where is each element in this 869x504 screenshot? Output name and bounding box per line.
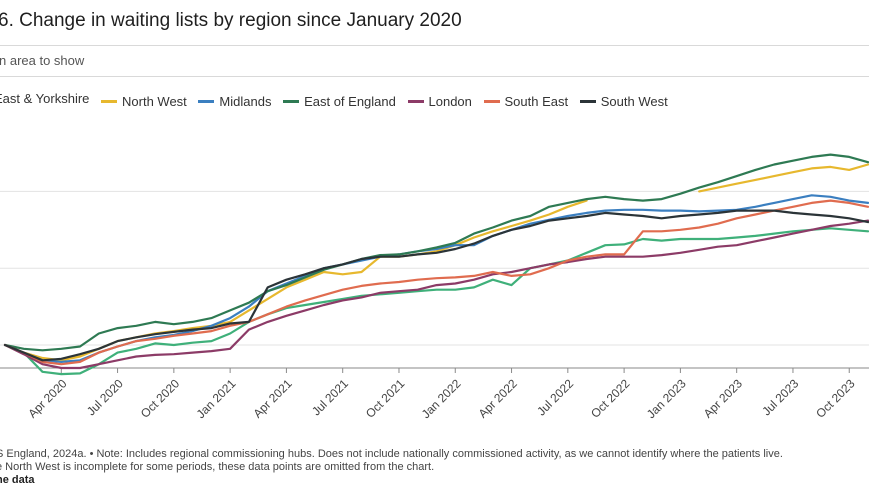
series-line-south-west[interactable] (3, 209, 869, 362)
legend-item-midlands[interactable]: Midlands (198, 94, 271, 109)
legend-item-ney[interactable]: East & Yorkshire (0, 91, 89, 106)
legend-label: North West (122, 94, 187, 109)
legend-swatch: East & Yorkshire (0, 91, 90, 106)
legend-label: London (428, 94, 472, 109)
x-tick-label: Jul 2021 (309, 376, 351, 418)
x-tick-label: Jan 2023 (644, 376, 689, 421)
legend-label: Midlands (219, 94, 272, 109)
legend-item-south-east[interactable]: South East (483, 94, 569, 109)
data-note: e North West is incomplete for some peri… (0, 461, 435, 473)
series-line-east-yorkshire[interactable] (3, 227, 869, 376)
legend-label: South West (600, 94, 668, 109)
legend-label: East of England (304, 94, 396, 109)
source-note: S England, 2024a. • Note: Includes regio… (0, 448, 783, 460)
x-tick-label: Apr 2022 (476, 376, 521, 421)
x-tick-label: Jan 2021 (194, 376, 239, 421)
x-tick-label: Jul 2023 (759, 376, 801, 418)
legend-item-east-of-england[interactable]: East of England (283, 94, 396, 109)
legend-swatch (198, 100, 215, 103)
series-line-south-east[interactable] (3, 199, 869, 366)
legend-swatch (407, 100, 424, 103)
x-tick-label: Oct 2020 (138, 376, 183, 421)
legend-swatch (283, 100, 300, 103)
x-tick-label: Jul 2022 (534, 376, 576, 418)
select-divider (0, 76, 869, 77)
x-tick-label: Oct 2021 (363, 376, 408, 421)
x-tick-label: Oct 2022 (588, 376, 633, 421)
get-data-link[interactable]: he data (0, 474, 35, 486)
area-select-label[interactable]: n area to show (0, 53, 85, 68)
legend-swatch (579, 100, 596, 103)
legend-swatch (101, 100, 118, 103)
series-line-east-of-england[interactable] (3, 153, 869, 352)
chart-title: 6. Change in waiting lists by region sin… (0, 10, 462, 31)
legend-item-north-west[interactable]: North West (101, 94, 187, 109)
series-line-north-west[interactable] (3, 163, 869, 362)
x-tick-label: Oct 2023 (813, 376, 858, 421)
legend-label: South East (504, 94, 569, 109)
x-tick-label: Jul 2020 (84, 376, 126, 418)
header-divider (0, 45, 869, 46)
x-tick-label: Jan 2022 (419, 376, 464, 421)
x-tick-label: Apr 2023 (701, 376, 746, 421)
line-chart: Apr 2020 Jul 2020 Oct 2020 Jan 2021 Apr 2021… (0, 153, 869, 421)
chart-legend: East & Yorkshire North West Midlands Eas… (0, 91, 676, 109)
x-tick-label: Apr 2020 (25, 376, 70, 421)
series-line-london[interactable] (3, 219, 869, 370)
legend-swatch (483, 100, 500, 103)
legend-item-london[interactable]: London (407, 94, 472, 109)
legend-item-south-west[interactable]: South West (579, 94, 668, 109)
x-tick-label: Apr 2021 (250, 376, 295, 421)
